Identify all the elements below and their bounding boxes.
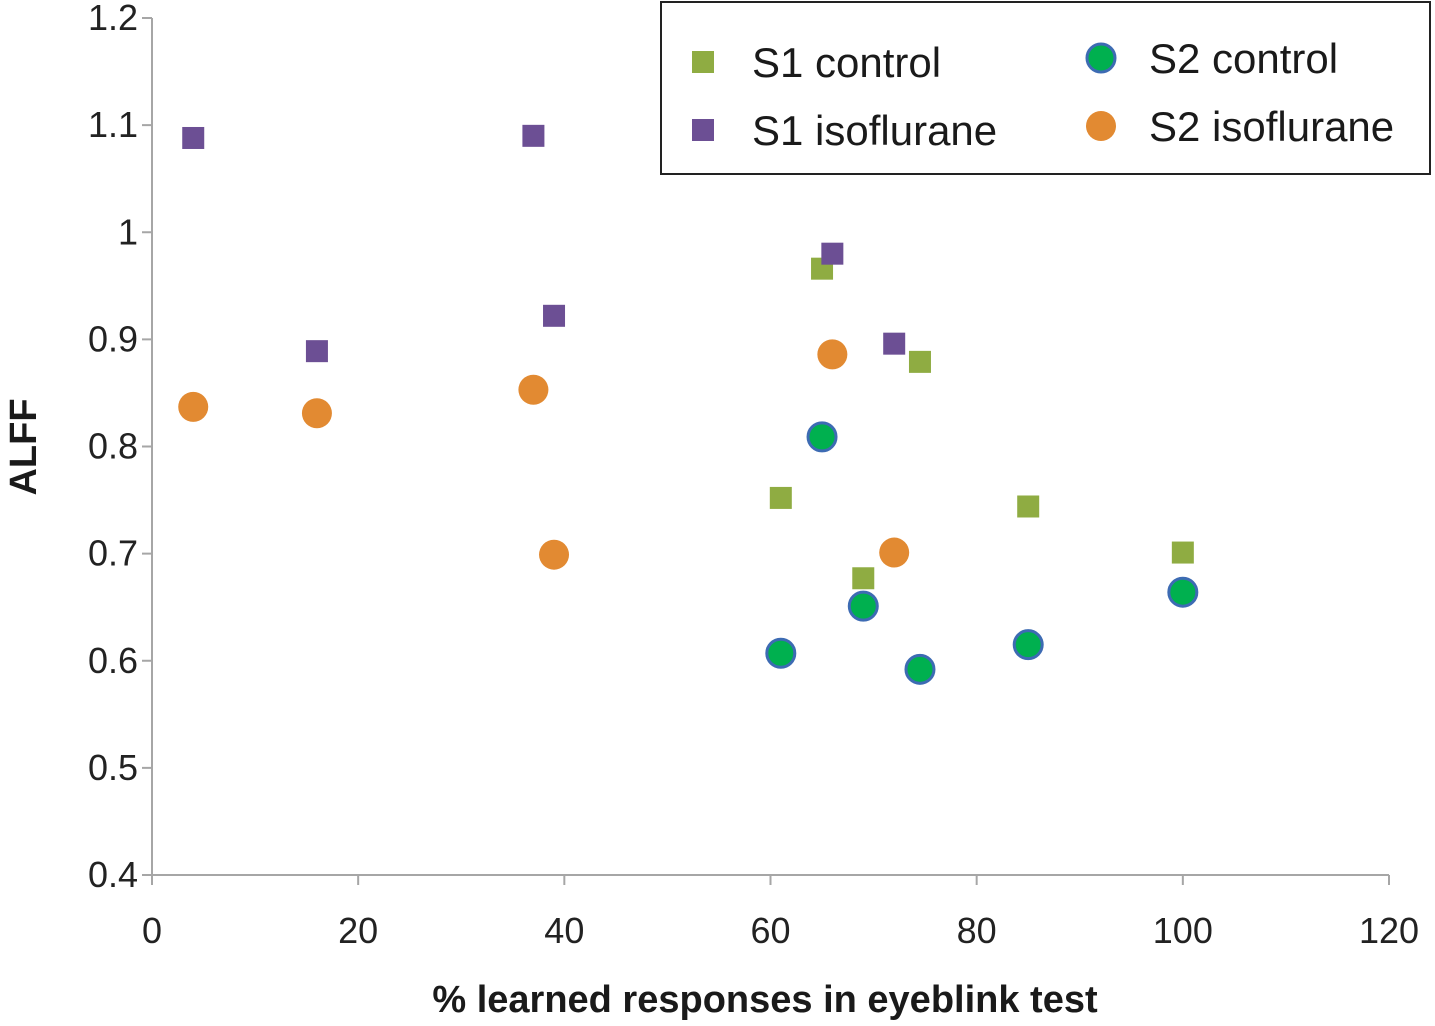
x-axis-title: % learned responses in eyeblink test [432, 979, 1098, 1021]
point-s2-control [904, 653, 936, 685]
legend-marker-s2-isoflurane [1086, 111, 1116, 141]
point-s1-control [1171, 541, 1194, 564]
legend-label-s2-control: S2 control [1149, 35, 1338, 82]
y-tick-label: 0.7 [88, 533, 138, 574]
legend-label-s2-isoflurane: S2 isoflurane [1149, 103, 1394, 150]
legend-marker-s1-isoflurane [692, 119, 714, 141]
legend-items: S1 control S1 isoflurane S2 control S2 isof… [692, 35, 1394, 154]
point-s2-control [1167, 576, 1199, 608]
point-s2-isoflurane [301, 398, 332, 429]
point-s2-isoflurane [817, 339, 848, 370]
series-s1-isoflurane [182, 124, 906, 363]
point-s2-isoflurane [518, 374, 549, 405]
x-tick-label: 20 [338, 910, 378, 951]
y-tick-label: 1.2 [88, 0, 138, 38]
y-tick-label: 0.6 [88, 640, 138, 681]
point-s2-control [1012, 629, 1044, 661]
y-tick-label: 0.5 [88, 747, 138, 788]
legend-label-s1-isoflurane: S1 isoflurane [752, 107, 997, 154]
x-tick-label: 80 [957, 910, 997, 951]
y-tick-label: 0.9 [88, 318, 138, 359]
legend-item-s1-isoflurane: S1 isoflurane [692, 107, 997, 154]
point-s2-control [806, 421, 838, 453]
point-s1-control [1017, 495, 1040, 518]
legend-item-s2-isoflurane: S2 isoflurane [1086, 103, 1394, 150]
legend-label-s1-control: S1 control [752, 39, 941, 86]
ticks: 0.4 0.5 0.6 0.7 0.8 0.9 1 1.1 1.2 0 20 40 60 80 100 120 [88, 0, 1419, 951]
y-tick-label: 1 [118, 211, 138, 252]
x-tick-label: 100 [1153, 910, 1213, 951]
series-s2-isoflurane [178, 339, 910, 570]
point-s1-control [908, 350, 931, 373]
x-tick-label: 40 [544, 910, 584, 951]
series-s2-control [765, 421, 1199, 685]
legend-marker-s1-control [692, 51, 714, 73]
point-s1-isoflurane [305, 340, 328, 363]
point-s1-isoflurane [182, 126, 205, 149]
point-s1-isoflurane [883, 332, 906, 355]
point-s2-isoflurane [879, 537, 910, 568]
x-tick-label: 0 [142, 910, 162, 951]
point-s1-control [852, 567, 875, 590]
legend-item-s2-control: S2 control [1085, 35, 1338, 82]
point-s1-isoflurane [543, 304, 566, 327]
point-s2-isoflurane [539, 539, 570, 570]
x-tick-label: 60 [750, 910, 790, 951]
point-s2-isoflurane [178, 391, 209, 422]
data-points [178, 124, 1199, 685]
point-s1-control [769, 486, 792, 509]
point-s1-isoflurane [522, 124, 545, 147]
legend-item-s1-control: S1 control [692, 39, 941, 86]
y-tick-label: 0.4 [88, 854, 138, 895]
y-tick-label: 1.1 [88, 104, 138, 145]
point-s1-isoflurane [821, 242, 844, 265]
series-s1-control [769, 257, 1194, 590]
point-s2-control [847, 590, 879, 622]
x-tick-label: 120 [1359, 910, 1419, 951]
y-axis-title: ALFF [3, 398, 45, 495]
legend: S1 control S1 isoflurane S2 control S2 isof… [660, 1, 1431, 175]
legend-box [660, 1, 1431, 175]
legend-marker-s2-control [1085, 42, 1117, 74]
point-s2-control [765, 637, 797, 669]
y-tick-label: 0.8 [88, 426, 138, 467]
